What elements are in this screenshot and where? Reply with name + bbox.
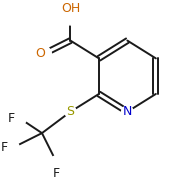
Circle shape [61,6,80,25]
Circle shape [65,106,76,117]
Text: F: F [8,112,15,125]
Circle shape [15,113,26,125]
Text: O: O [35,47,45,59]
Circle shape [122,106,133,117]
Circle shape [51,156,62,167]
Text: N: N [123,105,132,118]
Circle shape [8,142,19,153]
Text: S: S [66,105,74,118]
Text: F: F [53,167,60,180]
Text: OH: OH [61,2,80,15]
Circle shape [40,47,51,59]
Text: F: F [1,141,8,154]
